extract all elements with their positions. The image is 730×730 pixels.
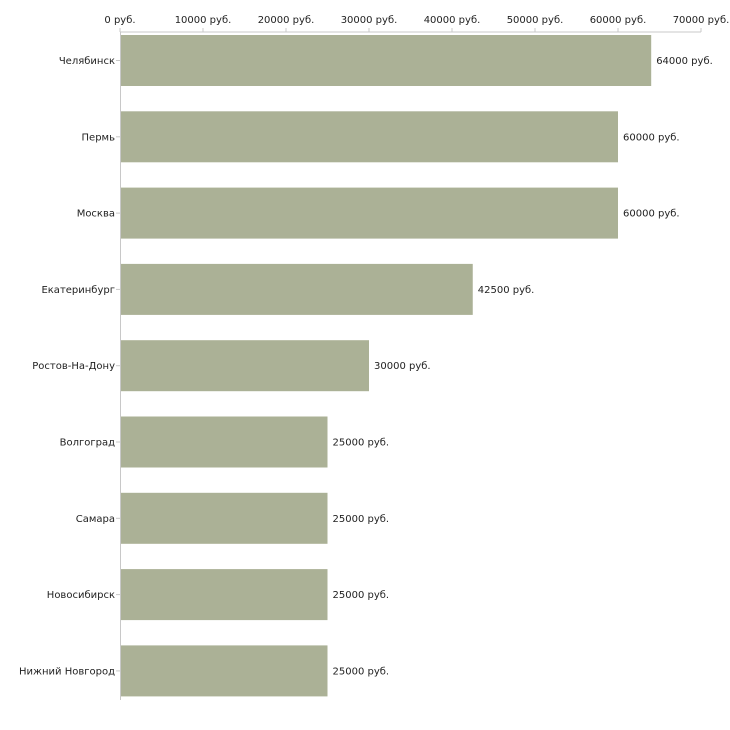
data-label: 60000 руб. bbox=[623, 209, 680, 220]
data-label: 42500 руб. bbox=[478, 285, 535, 296]
bar[interactable] bbox=[121, 492, 328, 544]
data-label: 60000 руб. bbox=[623, 132, 680, 143]
category-label: Ростов-На-Дону bbox=[32, 361, 115, 372]
category-label: Нижний Новгород bbox=[19, 666, 115, 677]
data-label: 25000 руб. bbox=[333, 514, 390, 525]
bar[interactable] bbox=[121, 187, 618, 239]
data-label: 30000 руб. bbox=[374, 361, 431, 372]
x-tick-label: 50000 руб. bbox=[507, 15, 564, 26]
category-label: Самара bbox=[76, 514, 115, 525]
x-tick-label: 0 руб. bbox=[104, 15, 135, 26]
data-label: 25000 руб. bbox=[333, 438, 390, 449]
category-label: Москва bbox=[77, 209, 115, 220]
category-labels: Челябинск Пермь Москва Екатеринбург Ростов-Н… bbox=[19, 56, 120, 677]
bar[interactable] bbox=[121, 111, 618, 163]
x-tick-label: 60000 руб. bbox=[590, 15, 647, 26]
x-tick-label: 40000 руб. bbox=[424, 15, 481, 26]
bar[interactable] bbox=[121, 263, 473, 315]
category-label: Екатеринбург bbox=[41, 285, 115, 296]
category-label: Новосибирск bbox=[47, 590, 115, 601]
data-labels: 64000 руб. 60000 руб. 60000 руб. 42500 руб.… bbox=[333, 56, 713, 677]
bar[interactable] bbox=[121, 340, 369, 392]
bar[interactable] bbox=[121, 35, 652, 86]
bars bbox=[121, 35, 652, 697]
bar[interactable] bbox=[121, 645, 328, 697]
category-label: Волгоград bbox=[60, 438, 115, 449]
x-axis: 0 руб. 10000 руб. 20000 руб. 30000 руб. 4000… bbox=[104, 15, 729, 700]
x-tick-label: 10000 руб. bbox=[175, 15, 232, 26]
category-label: Челябинск bbox=[59, 56, 115, 67]
bar[interactable] bbox=[121, 416, 328, 468]
data-label: 25000 руб. bbox=[333, 590, 390, 601]
data-label: 25000 руб. bbox=[333, 666, 390, 677]
x-tick-label: 30000 руб. bbox=[341, 15, 398, 26]
bar[interactable] bbox=[121, 569, 328, 621]
x-tick-label: 20000 руб. bbox=[258, 15, 315, 26]
data-label: 64000 руб. bbox=[656, 56, 713, 67]
category-label: Пермь bbox=[82, 132, 116, 143]
x-tick-label: 70000 руб. bbox=[673, 15, 730, 26]
